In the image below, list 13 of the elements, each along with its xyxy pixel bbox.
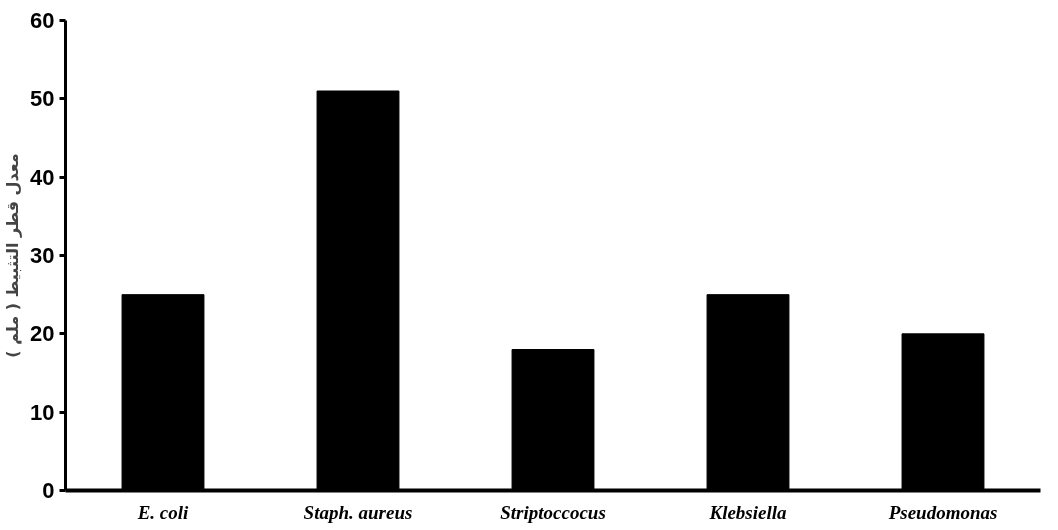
y-tick-label: 20	[30, 321, 55, 347]
x-tick-label: E. coli	[136, 501, 190, 523]
x-tick-label: Striptoccocus	[500, 501, 606, 523]
x-tick-label: Klebsiella	[708, 501, 788, 523]
x-tick-label: Pseudomonas	[887, 501, 998, 523]
y-tick-label: 50	[30, 86, 55, 112]
y-tick-label: 30	[30, 243, 55, 268]
y-axis-title: معدل قطر التثبيط ( ملم )	[3, 153, 23, 358]
y-tick-label: 60	[30, 8, 55, 33]
y-tick-label: 10	[30, 399, 55, 425]
y-tick-label: 0	[42, 478, 55, 503]
x-tick-label: Staph. aureus	[303, 501, 413, 523]
y-tick-label: 40	[30, 164, 55, 190]
